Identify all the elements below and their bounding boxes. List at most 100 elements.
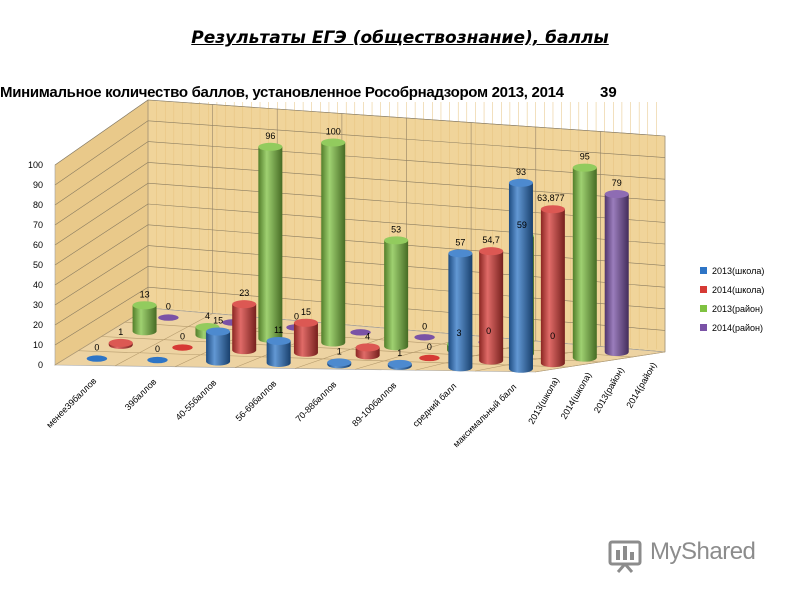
gridline bbox=[54, 286, 149, 346]
bar bbox=[108, 338, 133, 349]
gridline bbox=[147, 120, 666, 158]
bar-body bbox=[540, 209, 565, 368]
bar bbox=[86, 355, 108, 362]
gridline bbox=[54, 141, 149, 206]
chart-bars bbox=[86, 138, 629, 373]
legend-swatch bbox=[700, 267, 707, 274]
bar bbox=[448, 249, 473, 372]
bar-top bbox=[572, 163, 597, 172]
depth-tick-label: 2013(школа) bbox=[526, 376, 561, 426]
data-label: 15 bbox=[213, 316, 223, 326]
bar bbox=[206, 327, 231, 366]
bar bbox=[384, 236, 409, 351]
bar-body bbox=[132, 305, 157, 336]
bar-zero bbox=[172, 344, 193, 351]
bar-top bbox=[108, 338, 133, 347]
data-label: 0 bbox=[422, 321, 427, 331]
bar-body bbox=[384, 240, 409, 351]
bar-top bbox=[293, 318, 318, 327]
data-label: 11 bbox=[274, 325, 283, 335]
bar-body bbox=[258, 146, 283, 343]
data-label: 100 bbox=[326, 127, 341, 137]
bar bbox=[419, 354, 440, 362]
depth-tick-label: 2013(район) bbox=[592, 365, 626, 414]
y-tick-label: 80 bbox=[33, 200, 43, 210]
data-label: 59 bbox=[517, 220, 527, 230]
data-label: 4 bbox=[365, 331, 370, 341]
data-label: 4 bbox=[205, 311, 210, 321]
bar-top bbox=[384, 236, 409, 245]
y-tick-label: 100 bbox=[28, 160, 43, 170]
bar-body bbox=[266, 340, 291, 367]
data-label: 13 bbox=[140, 289, 150, 299]
x-tick-label: 40-55баллов bbox=[174, 377, 219, 422]
bar-top bbox=[448, 249, 473, 258]
watermark-logo-icon bbox=[606, 534, 766, 574]
bar-top bbox=[508, 178, 533, 187]
data-label: 3 bbox=[457, 328, 462, 338]
x-tick-label: менее39баллов bbox=[44, 376, 98, 430]
bar-top bbox=[232, 300, 257, 309]
data-label: 79 bbox=[612, 178, 622, 188]
bar-top bbox=[327, 358, 352, 367]
legend-label: 2014(школа) bbox=[712, 285, 764, 295]
legend-swatch bbox=[700, 324, 707, 331]
data-label: 57 bbox=[455, 237, 465, 247]
data-label: 96 bbox=[265, 131, 275, 141]
y-tick-label: 50 bbox=[33, 260, 43, 270]
data-label: 1 bbox=[397, 348, 402, 358]
bar-top bbox=[132, 301, 157, 310]
data-label: 15 bbox=[301, 307, 311, 317]
data-label: 0 bbox=[550, 331, 555, 341]
bar-top bbox=[604, 190, 629, 199]
depth-tick-label: 2014(район) bbox=[624, 360, 658, 409]
bar bbox=[355, 343, 380, 360]
bar bbox=[293, 318, 318, 357]
bar-body bbox=[232, 304, 257, 355]
chart-subtitle: Минимальное количество баллов, установле… bbox=[0, 84, 564, 101]
x-tick-label: 89-100баллов bbox=[350, 380, 398, 428]
bar bbox=[172, 344, 193, 351]
bar-top bbox=[540, 205, 565, 214]
gridline bbox=[54, 203, 149, 266]
bar bbox=[387, 359, 412, 370]
legend-label: 2013(район) bbox=[712, 304, 763, 314]
bar-top bbox=[355, 343, 380, 352]
bar bbox=[479, 247, 504, 365]
y-tick-label: 30 bbox=[33, 300, 43, 310]
data-label: 0 bbox=[486, 326, 491, 336]
gridline bbox=[147, 99, 666, 137]
bar-top bbox=[266, 336, 291, 345]
data-label: 54,7 bbox=[482, 235, 500, 245]
data-label: 63,877 bbox=[537, 193, 565, 203]
bar bbox=[147, 356, 168, 364]
bar bbox=[158, 314, 179, 321]
y-tick-label: 90 bbox=[33, 180, 43, 190]
legend-swatch bbox=[700, 305, 707, 312]
legend-item: 2013(район) bbox=[700, 304, 763, 314]
minimum-score-value: 39 bbox=[600, 84, 617, 101]
data-label: 0 bbox=[427, 342, 432, 352]
data-label: 1 bbox=[337, 346, 342, 356]
gridline bbox=[54, 99, 149, 166]
legend-label: 2014(район) bbox=[712, 323, 763, 333]
gridline bbox=[54, 266, 149, 326]
legend-label: 2013(школа) bbox=[712, 266, 764, 276]
y-tick-label: 40 bbox=[33, 280, 43, 290]
bar-zero bbox=[350, 329, 371, 336]
data-label: 1 bbox=[118, 327, 123, 337]
bar-zero bbox=[158, 314, 179, 321]
bar bbox=[321, 138, 346, 347]
bar-body bbox=[572, 167, 597, 362]
chart-legend: 2013(школа) 2014(школа) 2013(район) 2014(ра… bbox=[700, 266, 764, 333]
gridline bbox=[54, 245, 149, 306]
legend-item: 2013(школа) bbox=[700, 266, 764, 276]
data-label: 53 bbox=[391, 224, 401, 234]
legend-item: 2014(район) bbox=[700, 323, 763, 333]
gridline bbox=[54, 182, 149, 246]
bar-body bbox=[206, 331, 231, 366]
bar-body bbox=[479, 251, 504, 365]
bar-zero bbox=[86, 355, 108, 362]
